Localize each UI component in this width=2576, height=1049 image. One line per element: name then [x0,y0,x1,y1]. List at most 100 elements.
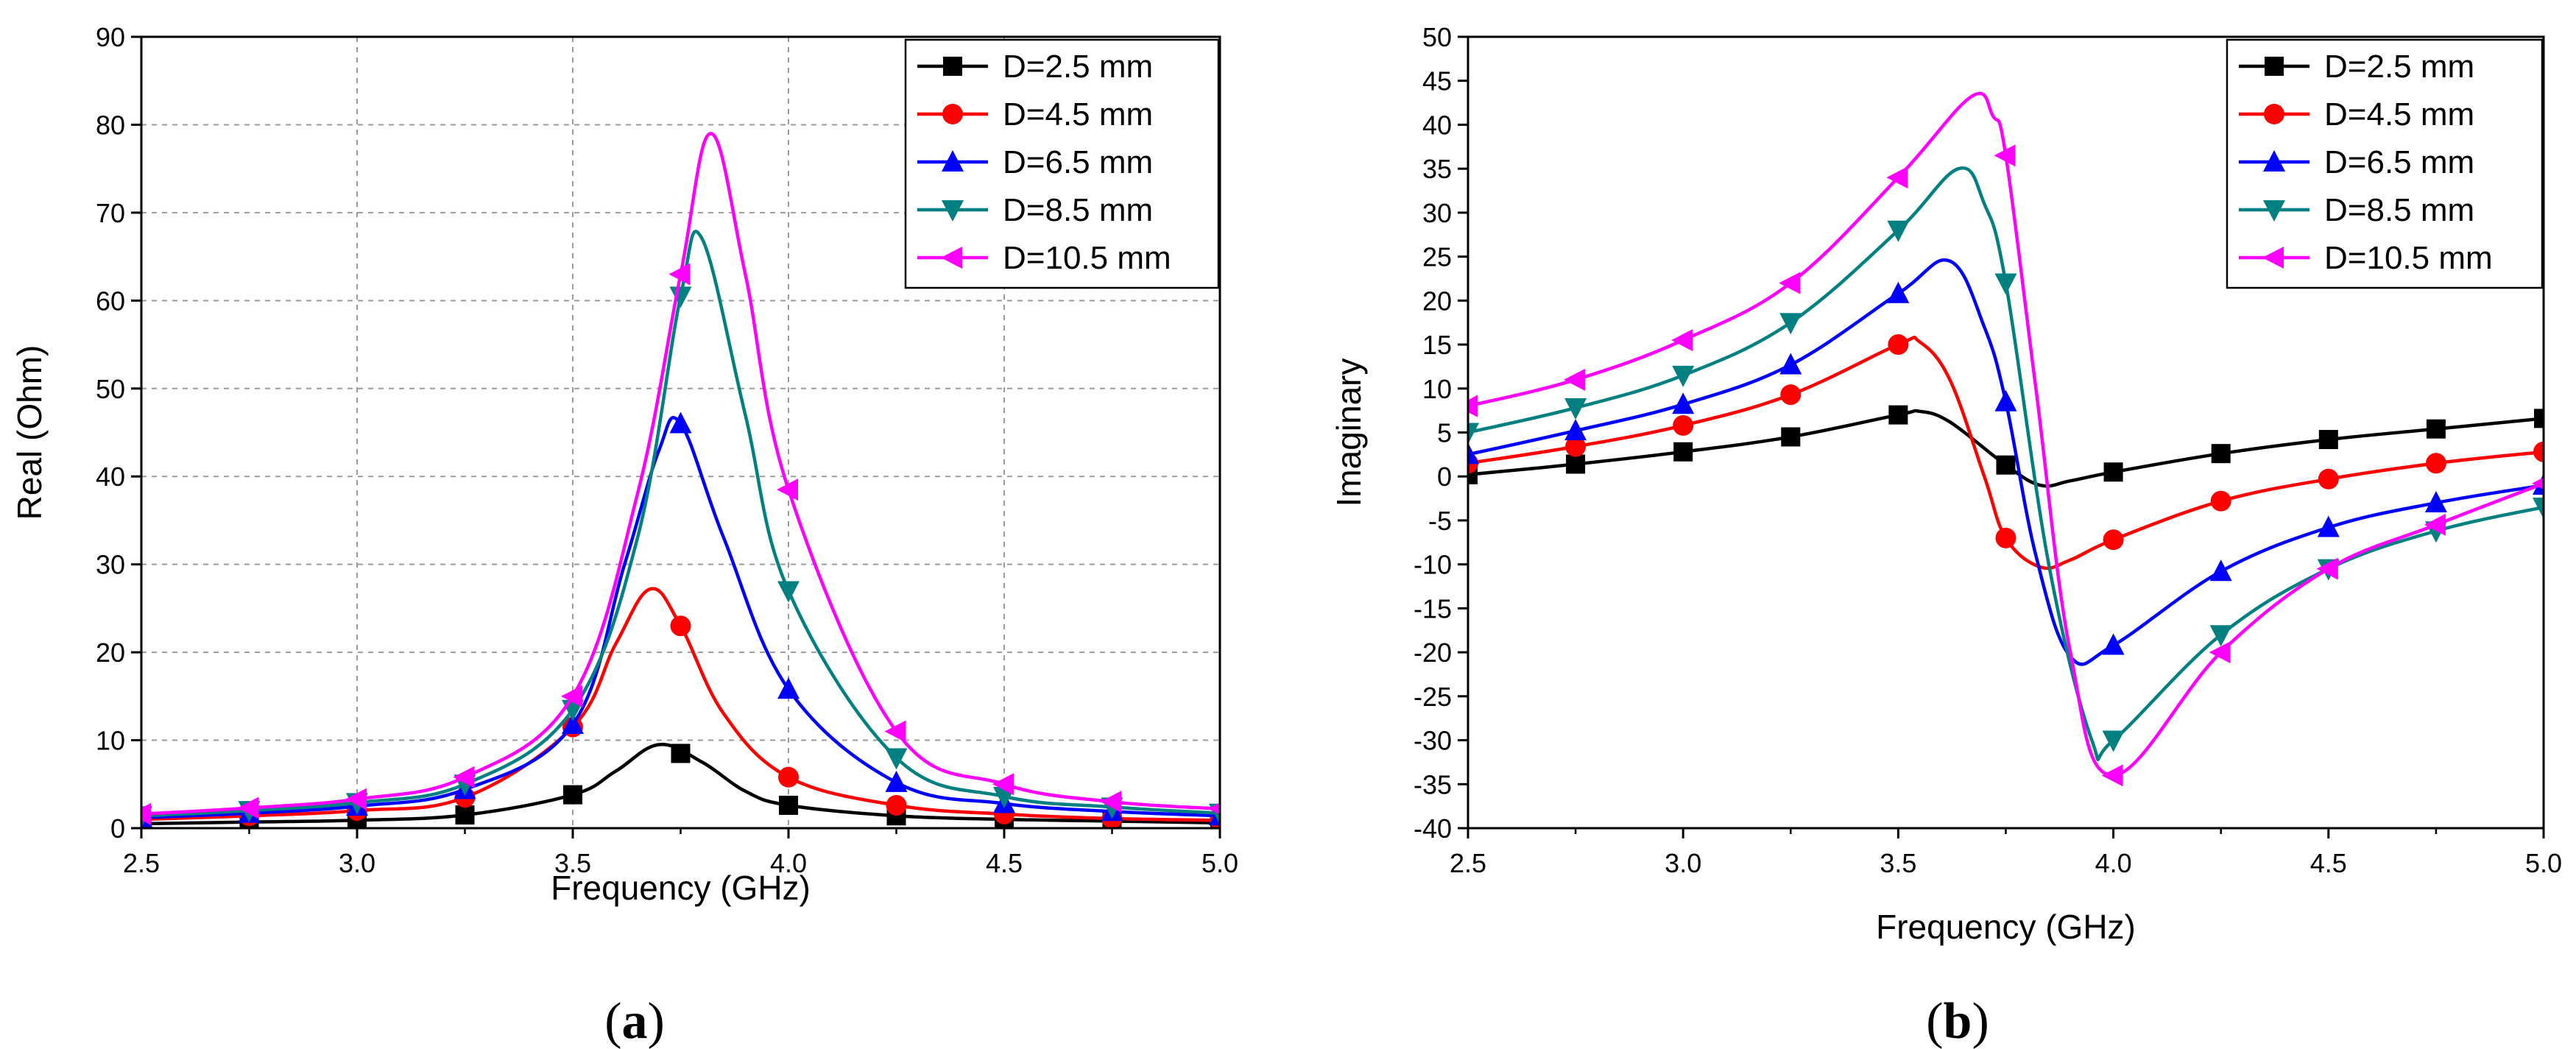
data-point [141,802,151,825]
data-point [2103,462,2123,482]
x-tick-label: 4.0 [770,848,807,878]
x-tick-label: 2.5 [123,848,160,878]
y-tick-label: -25 [1414,682,1452,712]
chart-panel-a: 2.5 3.0 3.5 4.0 4.5 5.0 0 10 20 30 40 50 60 70 80 90 Fre… [10,22,1238,1049]
y-tick-label: 25 [1422,242,1452,272]
data-point [1996,455,2016,475]
data-point [1673,442,1693,462]
y-tick-label: 15 [1422,330,1452,360]
data-point [1994,389,2017,412]
data-point [1468,395,1478,417]
data-point [1780,384,1802,406]
data-point [1994,144,2016,167]
series-line [1468,91,2544,777]
data-point [2534,409,2544,428]
y-tick-label: 0 [1437,462,1452,492]
legend: D=2.5 mm D=4.5 mm D=6.5 mm D=8.5 mm D=10.5 m… [2226,38,2544,289]
y-tick-label: 5 [1437,418,1452,448]
data-point [2533,441,2544,462]
y-axis-label: Imaginary [1330,359,1368,507]
x-tick-label: 5.0 [2525,848,2562,878]
series-2 [1468,334,2544,571]
data-point [1888,405,1908,425]
y-axis-label: Real (Ohm) [10,345,49,520]
y-tick-label: 40 [1422,110,1452,140]
data-point [1564,368,1586,391]
legend-marker [942,104,963,124]
legend-box [2226,38,2544,289]
data-point [2211,444,2231,464]
data-point [1100,791,1122,813]
data-point [1781,427,1801,447]
series-line [1468,166,2544,762]
data-point [237,797,259,819]
y-tick-label: 10 [1422,374,1452,404]
y-tick-label: -30 [1414,726,1452,756]
data-point [2424,491,2447,513]
legend-label: D=8.5 mm [2324,192,2474,228]
x-tick-label: 4.0 [2095,848,2132,878]
data-point [1779,353,1802,375]
data-point [1566,454,1586,474]
y-tick-label: -5 [1428,506,1452,536]
legend-marker [942,150,964,172]
data-point [669,286,692,308]
data-point [1887,220,1910,242]
y-tick-label: 30 [96,550,125,580]
series-line [141,416,1220,819]
data-point [2318,430,2338,450]
data-point [2425,453,2446,474]
data-point [1564,398,1587,420]
data-point [1994,273,2017,295]
series-3 [1468,258,2544,666]
y-tick-label: 20 [1422,286,1452,316]
series-2 [141,587,1220,828]
data-point [884,720,906,743]
y-tick-label: 45 [1422,66,1452,96]
data-point [2209,559,2232,582]
data-point [2532,477,2544,490]
y-tick-label: -35 [1414,769,1452,799]
data-point [885,748,908,770]
data-point [2317,515,2340,537]
data-point [670,615,691,637]
data-point [1672,365,1695,387]
legend-marker [943,57,962,76]
legend-label: D=10.5 mm [2324,240,2493,276]
data-point [885,770,908,792]
data-point [1565,436,1587,457]
data-point [2426,419,2446,439]
x-tick-label: 3.5 [1880,848,1916,878]
legend-label: D=8.5 mm [1003,192,1153,228]
legend-marker [2263,200,2285,222]
y-tick-label: -10 [1414,550,1452,580]
data-point [2318,468,2339,490]
legend-label: D=2.5 mm [2324,49,2474,85]
data-point [2424,513,2446,536]
series-1 [141,743,1220,828]
panel-label: (a) [604,993,665,1049]
data-point [2209,641,2231,664]
data-point [1671,329,1693,352]
x-axis-label: Frequency (GHz) [1876,908,2136,946]
x-tick-label: 2.5 [1450,848,1486,878]
y-tick-label: 20 [96,637,125,668]
y-tick-label: 35 [1422,154,1452,184]
data-point [1888,334,1909,356]
data-point [777,677,800,699]
data-point [671,744,691,763]
x-tick-label: 3.0 [1665,848,1701,878]
legend-marker [2265,57,2284,76]
data-point [2533,498,2544,520]
legend-label: D=10.5 mm [1003,240,1171,276]
series-line [141,132,1220,816]
legend-label: D=2.5 mm [1003,49,1153,85]
data-point [778,766,799,788]
series-line [1468,335,2544,571]
data-point [562,713,584,735]
x-tick-label: 3.5 [554,848,591,878]
y-tick-label: 10 [96,726,125,756]
y-tick-label: 50 [1422,22,1452,52]
data-point [563,785,582,805]
data-point [1887,281,1910,303]
